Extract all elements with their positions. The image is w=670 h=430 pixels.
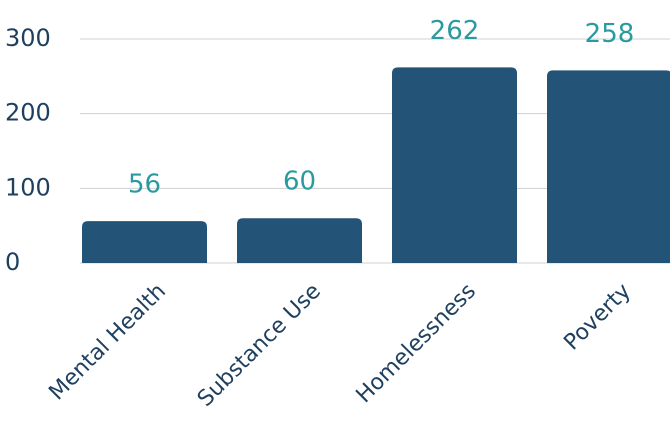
x-tick-label: Poverty: [559, 279, 636, 356]
y-tick-label: 200: [5, 99, 51, 127]
data-label: 262: [430, 16, 480, 46]
data-label: 56: [128, 170, 161, 200]
bar: [547, 70, 670, 263]
bar: [392, 67, 517, 263]
y-tick-label: 100: [5, 173, 51, 201]
bar: [237, 218, 362, 263]
x-tick-label: Substance Use: [193, 279, 326, 412]
y-tick-label: 0: [5, 248, 20, 276]
data-label: 258: [585, 19, 635, 49]
y-tick-label: 300: [5, 24, 51, 52]
x-tick-label: Homelessness: [352, 279, 481, 408]
data-label: 60: [283, 167, 316, 197]
bar: [82, 221, 207, 263]
x-tick-label: Mental Health: [44, 279, 171, 406]
